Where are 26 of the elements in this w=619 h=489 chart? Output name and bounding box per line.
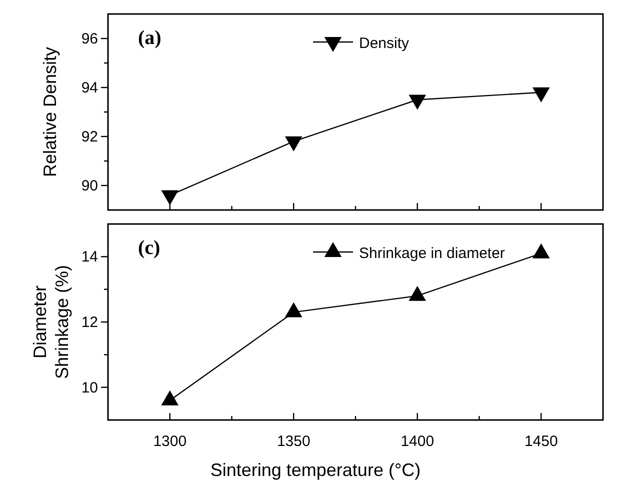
annotation: (c) [138, 237, 160, 259]
x-axis-title: Sintering temperature (°C) [210, 460, 421, 480]
y-tick-label: 14 [81, 248, 98, 266]
legend-label: Shrinkage in diameter [359, 245, 505, 262]
y-tick-label: 92 [81, 128, 98, 146]
x-tick-label: 1300 [153, 433, 187, 450]
point [408, 286, 426, 301]
point [161, 390, 179, 406]
point [284, 302, 302, 318]
y-tick-label: 12 [81, 314, 98, 331]
x-tick-label: 1400 [400, 433, 434, 450]
x-tick-label: 1350 [276, 433, 310, 450]
annotation: (a) [138, 27, 162, 49]
point [284, 136, 302, 152]
x-tick-label: 1450 [524, 433, 558, 450]
y-tick-label: 90 [81, 178, 98, 194]
point [161, 190, 179, 206]
point [532, 243, 550, 258]
y-axis-title: Relative Density [40, 46, 60, 178]
point [532, 87, 550, 102]
y-tick-label: 94 [81, 80, 98, 96]
y-tick-label: 96 [81, 30, 98, 48]
y-tick-label: 10 [81, 379, 98, 396]
point [408, 94, 426, 110]
y-axis-title: Diameter Shrinkage (%) [30, 264, 72, 380]
legend-label: Density [359, 35, 410, 52]
